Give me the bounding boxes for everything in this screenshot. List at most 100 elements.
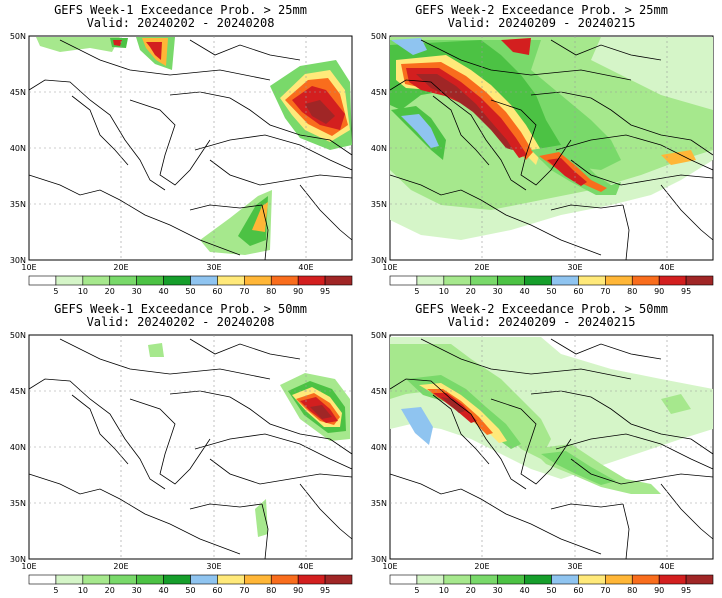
colorbar-swatch	[416, 574, 445, 585]
colorbar-swatch	[136, 275, 164, 286]
panel-valid-dates: Valid: 20240209 - 20240215	[447, 315, 636, 329]
colorbar-swatch	[136, 574, 164, 585]
colorbar-tick-label: 90	[654, 287, 664, 296]
gridlines	[29, 36, 352, 260]
colorbar-tick-label: 60	[212, 586, 222, 595]
colorbar: 5 10 20 30 40 50 60 70 80 90 95	[28, 574, 353, 595]
colorbar-swatch	[55, 574, 84, 585]
lon-axis-labels: 10E 20E 30E 40E	[382, 263, 674, 272]
colorbar-swatch	[297, 574, 326, 585]
colorbar-tick-label: 70	[239, 586, 249, 595]
colorbar-swatch	[217, 574, 245, 585]
colorbar-swatch	[685, 574, 714, 585]
lat-label: 40N	[10, 443, 26, 452]
colorbar: 5 10 20 30 40 50 60 70 80 90 95	[389, 275, 714, 296]
lon-label: 40E	[659, 562, 674, 571]
lon-label: 10E	[21, 562, 36, 571]
colorbar-swatch	[28, 574, 57, 585]
colorbar-tick-label: 5	[414, 586, 419, 595]
colorbar-swatch	[163, 574, 191, 585]
colorbar-swatch	[109, 574, 137, 585]
lon-label: 30E	[206, 562, 221, 571]
lat-label: 45N	[371, 88, 387, 97]
colorbar-tick-label: 50	[185, 586, 195, 595]
colorbar-tick-label: 80	[266, 287, 276, 296]
lon-label: 30E	[567, 263, 582, 272]
panel-title: GEFS Week-2 Exceedance Prob. > 50mm	[415, 302, 668, 316]
colorbar-swatch	[470, 275, 498, 286]
colorbar-tick-label: 10	[78, 586, 88, 595]
panel-title: GEFS Week-2 Exceedance Prob. > 25mm	[415, 3, 668, 17]
panel-week2-50mm: GEFS Week-2 Exceedance Prob. > 50mm Vali…	[361, 299, 722, 598]
probability-shading	[36, 37, 352, 255]
colorbar-swatch	[551, 574, 579, 585]
coastlines-borders	[28, 39, 353, 261]
lat-label: 50N	[371, 32, 387, 41]
coastlines-borders	[389, 338, 714, 560]
lat-label: 40N	[371, 144, 387, 153]
colorbar-tick-label: 10	[439, 287, 449, 296]
colorbar-swatch	[270, 275, 299, 286]
lat-label: 45N	[10, 88, 26, 97]
lon-label: 10E	[382, 263, 397, 272]
coastlines-borders	[389, 39, 714, 261]
panel-valid-dates: Valid: 20240209 - 20240215	[447, 16, 636, 30]
lat-axis-labels: 50N 45N 40N 35N 30N	[371, 331, 387, 564]
panel-valid-dates: Valid: 20240202 - 20240208	[86, 315, 275, 329]
panel-week1-50mm: GEFS Week-1 Exceedance Prob. > 50mm Vali…	[0, 299, 361, 598]
lon-label: 40E	[298, 263, 313, 272]
colorbar-swatch	[389, 275, 418, 286]
lat-label: 35N	[10, 200, 26, 209]
panel-valid-dates: Valid: 20240202 - 20240208	[86, 16, 275, 30]
colorbar-swatch	[28, 275, 57, 286]
colorbar-tick-label: 80	[266, 586, 276, 595]
colorbar-tick-label: 60	[573, 586, 583, 595]
gridlines	[390, 36, 713, 260]
lon-label: 20E	[113, 263, 128, 272]
colorbar-swatch	[163, 275, 191, 286]
lat-axis-labels: 50N 45N 40N 35N 30N	[10, 331, 26, 564]
colorbar-swatch	[605, 275, 633, 286]
colorbar-swatch	[324, 574, 353, 585]
colorbar-swatch	[55, 275, 84, 286]
colorbar-tick-label: 70	[600, 287, 610, 296]
lat-label: 30N	[371, 555, 387, 564]
lat-label: 50N	[371, 331, 387, 340]
lon-label: 20E	[474, 263, 489, 272]
lon-label: 30E	[206, 263, 221, 272]
colorbar-tick-label: 90	[293, 586, 303, 595]
colorbar-swatch	[524, 275, 552, 286]
lat-label: 30N	[10, 555, 26, 564]
lon-axis-labels: 10E 20E 30E 40E	[21, 562, 313, 571]
lat-label: 35N	[371, 499, 387, 508]
colorbar-swatch	[551, 275, 579, 286]
panel-week1-25mm: GEFS Week-1 Exceedance Prob. > 25mm Vali…	[0, 0, 361, 299]
gridlines	[390, 335, 713, 559]
lat-label: 30N	[371, 256, 387, 265]
panel-title: GEFS Week-1 Exceedance Prob. > 50mm	[54, 302, 307, 316]
colorbar-tick-label: 60	[212, 287, 222, 296]
colorbar-tick-label: 40	[158, 287, 168, 296]
colorbar-swatch	[631, 574, 660, 585]
colorbar-tick-label: 30	[132, 586, 142, 595]
colorbar-swatch	[605, 574, 633, 585]
colorbar-tick-label: 10	[439, 586, 449, 595]
lat-axis-labels: 50N 45N 40N 35N 30N	[371, 32, 387, 265]
colorbar: 5 10 20 30 40 50 60 70 80 90 95	[389, 574, 714, 595]
colorbar-tick-label: 95	[681, 586, 691, 595]
colorbar-tick-label: 40	[519, 287, 529, 296]
lon-label: 20E	[474, 562, 489, 571]
colorbar-tick-label: 80	[627, 287, 637, 296]
colorbar: 5 10 20 30 40 50 60 70 80 90 95	[28, 275, 353, 296]
probability-map: 10E 20E 30E 40E 50N 45N 40N 35N 30N 5 10 2…	[10, 331, 353, 595]
colorbar-swatch	[190, 275, 218, 286]
colorbar-tick-label: 5	[53, 287, 58, 296]
colorbar-swatch	[416, 275, 445, 286]
colorbar-tick-label: 50	[546, 586, 556, 595]
lat-axis-labels: 50N 45N 40N 35N 30N	[10, 32, 26, 265]
lon-label: 40E	[659, 263, 674, 272]
colorbar-swatch	[389, 574, 418, 585]
lon-axis-labels: 10E 20E 30E 40E	[382, 562, 674, 571]
colorbar-swatch	[82, 574, 111, 585]
lat-label: 35N	[10, 499, 26, 508]
